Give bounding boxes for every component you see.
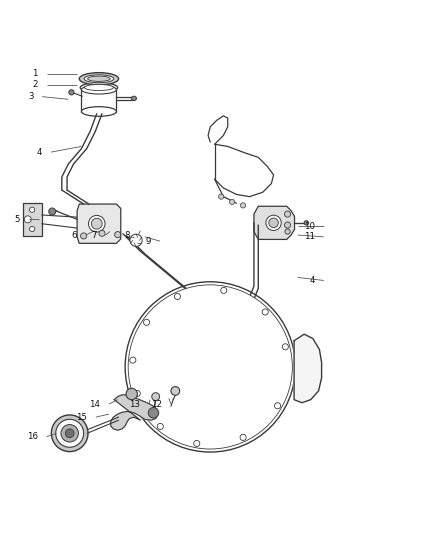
Circle shape <box>24 216 31 223</box>
Circle shape <box>115 231 121 238</box>
Circle shape <box>148 408 159 418</box>
Circle shape <box>240 434 246 440</box>
Text: 5: 5 <box>15 215 20 224</box>
Polygon shape <box>294 334 321 403</box>
Polygon shape <box>77 204 121 244</box>
Circle shape <box>285 222 290 228</box>
Circle shape <box>240 203 246 208</box>
Circle shape <box>128 285 292 449</box>
Text: 4: 4 <box>310 276 315 285</box>
Text: 6: 6 <box>71 231 77 239</box>
Circle shape <box>69 90 74 95</box>
Ellipse shape <box>269 218 279 228</box>
Circle shape <box>29 207 35 212</box>
Text: 15: 15 <box>76 413 87 422</box>
Text: 16: 16 <box>27 432 38 441</box>
Text: 9: 9 <box>146 237 151 246</box>
Polygon shape <box>22 203 42 236</box>
Text: 7: 7 <box>91 231 97 239</box>
Text: 4: 4 <box>37 148 42 157</box>
Circle shape <box>51 415 88 451</box>
Ellipse shape <box>85 84 113 91</box>
Circle shape <box>144 319 150 326</box>
Circle shape <box>282 344 288 350</box>
Circle shape <box>130 357 136 363</box>
Circle shape <box>221 287 227 294</box>
Circle shape <box>56 419 84 447</box>
Circle shape <box>134 391 140 397</box>
Ellipse shape <box>84 75 114 83</box>
Ellipse shape <box>88 215 105 232</box>
Text: 13: 13 <box>129 400 141 408</box>
Ellipse shape <box>88 76 110 82</box>
Circle shape <box>65 429 74 438</box>
Circle shape <box>81 233 87 239</box>
Ellipse shape <box>79 72 119 85</box>
Text: 14: 14 <box>89 400 100 408</box>
Ellipse shape <box>81 85 117 94</box>
Circle shape <box>157 423 163 430</box>
Circle shape <box>61 425 78 442</box>
Text: 2: 2 <box>32 80 38 90</box>
Ellipse shape <box>304 221 308 225</box>
Polygon shape <box>254 206 294 239</box>
Text: 11: 11 <box>304 232 315 241</box>
Circle shape <box>285 211 290 217</box>
Circle shape <box>275 403 281 409</box>
Circle shape <box>126 389 138 400</box>
Circle shape <box>285 229 290 234</box>
Polygon shape <box>111 395 158 430</box>
Circle shape <box>130 234 142 246</box>
Ellipse shape <box>81 107 117 116</box>
Ellipse shape <box>91 218 102 229</box>
Text: 3: 3 <box>28 92 33 101</box>
Text: 10: 10 <box>304 222 315 231</box>
Text: 8: 8 <box>124 231 130 239</box>
Text: 1: 1 <box>32 69 38 78</box>
Circle shape <box>171 386 180 395</box>
Text: 12: 12 <box>151 400 162 408</box>
Circle shape <box>262 309 268 315</box>
Circle shape <box>174 294 180 300</box>
Circle shape <box>194 440 200 447</box>
Circle shape <box>230 199 235 205</box>
Ellipse shape <box>266 215 281 230</box>
Circle shape <box>125 282 295 452</box>
Circle shape <box>99 230 105 236</box>
Circle shape <box>29 227 35 231</box>
Ellipse shape <box>131 96 137 101</box>
Circle shape <box>219 194 224 199</box>
Ellipse shape <box>80 83 118 92</box>
Circle shape <box>152 393 159 400</box>
Circle shape <box>49 208 56 215</box>
